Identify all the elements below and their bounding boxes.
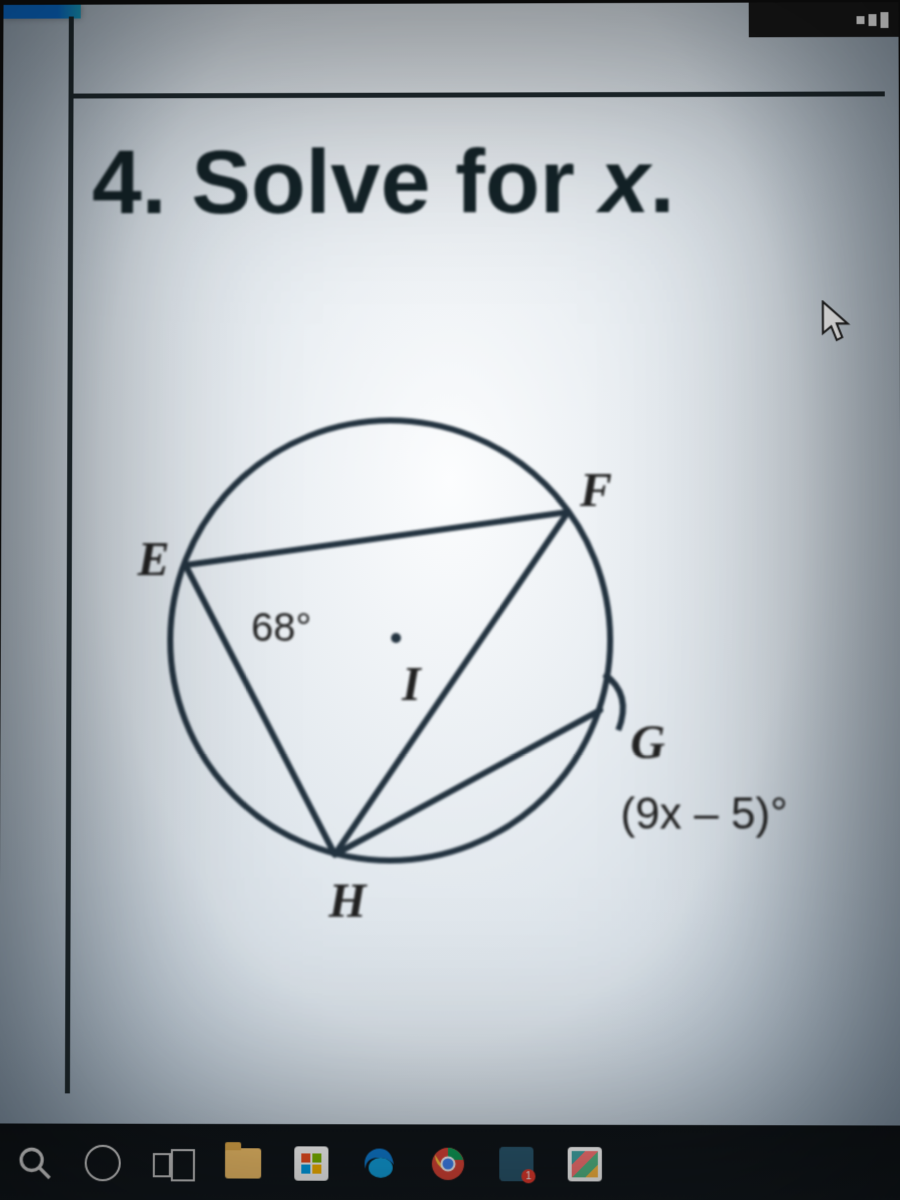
file-explorer-icon[interactable] xyxy=(225,1145,261,1181)
top-right-overlay xyxy=(749,2,899,37)
svg-text:(9x – 5)°: (9x – 5)° xyxy=(620,789,788,839)
svg-text:G: G xyxy=(630,716,665,769)
notification-badge: 1 xyxy=(521,1169,535,1183)
problem-variable: x xyxy=(600,133,650,232)
paint-app-icon[interactable] xyxy=(567,1146,603,1182)
edge-browser-icon[interactable] xyxy=(362,1145,398,1181)
problem-number: 4. xyxy=(92,134,167,233)
problem-period: . xyxy=(650,133,675,232)
svg-text:68°: 68° xyxy=(251,606,311,650)
svg-text:E: E xyxy=(137,533,170,586)
windows-taskbar: 1 xyxy=(0,1123,900,1200)
search-icon[interactable] xyxy=(17,1145,53,1181)
chrome-browser-icon[interactable] xyxy=(430,1146,466,1182)
problem-statement: 4. Solve for x. xyxy=(92,132,675,235)
problem-text: Solve for xyxy=(191,133,574,233)
pinned-app-icon[interactable]: 1 xyxy=(498,1146,534,1182)
svg-text:H: H xyxy=(328,874,368,928)
cortana-icon[interactable] xyxy=(85,1145,121,1181)
worksheet-cell-left-border xyxy=(65,17,74,1094)
geometry-figure: IEFGH68°(9x – 5)° xyxy=(129,400,751,962)
worksheet-cell-top-border xyxy=(69,91,885,98)
svg-text:I: I xyxy=(401,658,422,711)
svg-text:F: F xyxy=(579,464,612,517)
mouse-cursor-icon xyxy=(820,300,854,344)
task-view-icon[interactable] xyxy=(153,1149,193,1177)
microsoft-store-icon[interactable] xyxy=(293,1145,329,1181)
